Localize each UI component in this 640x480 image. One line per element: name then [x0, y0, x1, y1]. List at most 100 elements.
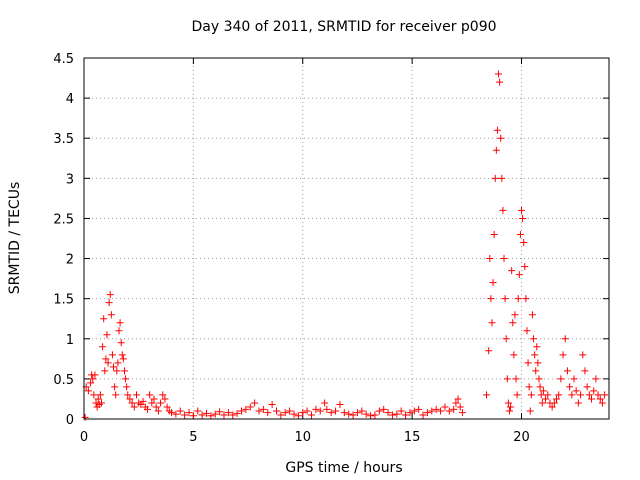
- data-point-marker: [533, 343, 541, 351]
- data-point-marker: [238, 407, 245, 415]
- data-point-marker: [294, 412, 302, 420]
- data-point-marker: [216, 408, 224, 416]
- data-point-marker: [316, 407, 324, 415]
- data-point-marker: [84, 387, 92, 395]
- x-tick-label: 10: [294, 430, 311, 445]
- data-point-marker: [146, 391, 154, 399]
- data-point-marker: [220, 411, 228, 419]
- data-point-marker: [397, 407, 405, 415]
- data-point-marker: [488, 319, 496, 327]
- data-point-marker: [555, 391, 563, 399]
- data-point-marker: [592, 375, 600, 383]
- data-point-marker: [518, 206, 525, 214]
- data-point-marker: [277, 411, 285, 419]
- data-point-marker: [522, 295, 530, 303]
- data-point-marker: [505, 407, 513, 415]
- data-point-marker: [194, 407, 202, 415]
- data-point-marker: [432, 405, 440, 413]
- data-point-marker: [454, 395, 462, 403]
- data-point-marker: [532, 367, 540, 375]
- data-point-marker: [548, 403, 556, 411]
- data-point-marker: [585, 391, 593, 399]
- data-point-marker: [402, 411, 410, 419]
- data-point-marker: [530, 335, 538, 343]
- data-point-marker: [163, 403, 171, 411]
- data-point-marker: [380, 405, 388, 413]
- x-tick-label: 5: [189, 430, 197, 445]
- data-point-marker: [185, 409, 193, 417]
- data-point-marker: [273, 407, 280, 415]
- data-point-marker: [117, 339, 125, 347]
- data-point-marker: [523, 327, 531, 335]
- data-point-marker: [485, 347, 493, 355]
- data-point-marker: [90, 391, 98, 399]
- data-point-marker: [110, 363, 118, 371]
- data-point-marker: [143, 405, 151, 413]
- data-point-marker: [290, 410, 298, 418]
- data-point-marker: [500, 255, 508, 263]
- data-point-marker: [577, 391, 585, 399]
- data-point-marker: [139, 397, 147, 405]
- data-point-marker: [538, 399, 546, 407]
- data-point-marker: [525, 383, 533, 391]
- data-point-marker: [181, 411, 189, 419]
- data-point-marker: [490, 230, 498, 238]
- data-point-marker: [553, 395, 560, 403]
- data-point-marker: [526, 407, 534, 415]
- data-point-marker: [520, 239, 528, 247]
- data-point-marker: [566, 383, 574, 391]
- data-point-marker: [362, 410, 370, 418]
- data-point-marker: [487, 295, 495, 303]
- chart-title: Day 340 of 2011, SRMTID for receiver p09…: [191, 19, 496, 35]
- y-tick-label: 1.5: [53, 293, 74, 308]
- data-point-marker: [286, 407, 294, 415]
- data-point-marker: [94, 395, 102, 403]
- data-point-marker: [512, 375, 520, 383]
- y-tick-label: 2.5: [53, 212, 74, 227]
- data-point-marker: [148, 399, 156, 407]
- data-point-marker: [154, 407, 162, 415]
- data-point-marker: [130, 403, 138, 411]
- data-point-marker: [495, 70, 503, 78]
- data-point-marker: [198, 411, 206, 419]
- data-point-marker: [503, 375, 511, 383]
- x-tick-label: 0: [80, 430, 88, 445]
- data-point-marker: [96, 391, 104, 399]
- data-point-marker: [161, 395, 169, 403]
- data-point-marker: [502, 335, 510, 343]
- data-point-marker: [496, 78, 504, 86]
- data-point-marker: [486, 255, 494, 263]
- data-point-marker: [98, 399, 105, 407]
- data-point-marker: [336, 401, 344, 409]
- data-point-marker: [570, 375, 578, 383]
- data-point-marker: [104, 359, 112, 367]
- data-point-marker: [563, 367, 571, 375]
- data-point-marker: [99, 343, 107, 351]
- data-point-marker: [103, 331, 111, 339]
- data-point-marker: [588, 395, 595, 403]
- data-point-marker: [100, 315, 108, 323]
- data-point-marker: [423, 409, 431, 417]
- data-point-marker: [428, 407, 436, 415]
- y-tick-label: 4: [66, 92, 74, 107]
- data-point-marker: [601, 391, 609, 399]
- data-point-marker: [450, 405, 458, 413]
- data-point-marker: [498, 174, 506, 182]
- x-tick-label: 20: [513, 430, 530, 445]
- data-point-marker: [332, 407, 340, 415]
- data-point-marker: [568, 391, 576, 399]
- data-point-marker: [259, 405, 267, 413]
- data-point-marker: [312, 405, 320, 413]
- data-point-marker: [246, 403, 254, 411]
- data-point-marker: [544, 391, 552, 399]
- data-point-marker: [559, 351, 567, 359]
- data-point-marker: [527, 391, 535, 399]
- data-point-marker: [515, 271, 523, 279]
- data-point-marker: [531, 351, 539, 359]
- y-tick-label: 0: [66, 413, 74, 428]
- data-point-marker: [594, 391, 602, 399]
- data-point-marker: [534, 359, 542, 367]
- data-point-marker: [456, 403, 464, 411]
- data-point-marker: [581, 367, 589, 375]
- data-point-marker: [501, 295, 509, 303]
